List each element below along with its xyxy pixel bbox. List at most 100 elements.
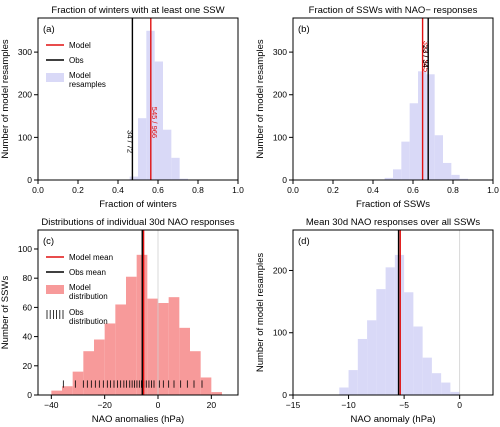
hist-bar (441, 382, 451, 395)
y-axis-label: Number of model resamples (255, 253, 266, 373)
axes-frame (37, 229, 239, 396)
x-tick-label: 1.0 (487, 185, 499, 195)
x-tick-label: 0.4 (367, 185, 379, 195)
x-tick-label: 0 (156, 400, 161, 410)
marker-value-label: 545 / 966 (150, 107, 159, 138)
y-tick-label: 0 (282, 390, 287, 400)
x-tick-label: 0.4 (112, 185, 124, 195)
axes-frame (292, 17, 494, 181)
y-tick-label: 100 (273, 328, 287, 338)
hist-bar (384, 177, 393, 180)
hist-bar (200, 377, 212, 395)
x-tick-label: 0.2 (327, 185, 339, 195)
panel-letter: (a) (43, 24, 55, 35)
x-tick-label: 0 (457, 400, 462, 410)
x-tick-label: 1.0 (232, 185, 244, 195)
hist-bar (348, 370, 358, 395)
panel-title: Fraction of SSWs with NAO− responses (309, 5, 478, 16)
hist-bar (72, 371, 84, 395)
x-axis-label: Fraction of winters (99, 199, 177, 210)
hist-bar (129, 176, 138, 180)
axes-frame (292, 229, 494, 396)
x-axis-label: Fraction of SSWs (356, 199, 430, 210)
hist-bar (450, 391, 460, 395)
x-tick-label: −40 (44, 400, 59, 410)
hist-bar (357, 338, 368, 395)
hist-bar (83, 351, 94, 395)
y-tick-label: 40 (23, 332, 33, 342)
legend-patch-swatch (46, 73, 64, 82)
hist-bar (422, 357, 432, 395)
legend-label: Model distribution (69, 283, 108, 301)
x-tick-label: −10 (341, 400, 356, 410)
hist-bar (404, 292, 414, 395)
legend-label: Model (69, 41, 91, 50)
y-tick-label: 100 (18, 132, 32, 142)
x-tick-label: 0.8 (192, 185, 204, 195)
hist-bar (171, 157, 180, 180)
hist-bar (168, 297, 180, 395)
hist-bar (94, 339, 105, 395)
hist-bar (401, 141, 410, 180)
marker-value-label: 23 / 34 (421, 45, 430, 68)
hist-bar (426, 74, 435, 180)
hist-bar (179, 178, 188, 180)
y-tick-label: 200 (18, 90, 32, 100)
hist-bar (211, 392, 222, 395)
hist-bar (147, 298, 158, 395)
hist-bar (394, 254, 405, 395)
axes-frame (37, 17, 239, 181)
legend-label: Model resamples (69, 71, 106, 89)
legend-patch-swatch (46, 285, 64, 294)
x-tick-label: 0.8 (447, 185, 459, 195)
y-tick-label: 0 (282, 175, 287, 185)
hist-bar (451, 174, 460, 180)
x-tick-label: −5 (399, 400, 409, 410)
legend-label: Model mean (69, 253, 113, 262)
hist-bar (339, 387, 349, 395)
y-axis-label: Number of SSWs (0, 276, 11, 350)
marker-value-label: 353 / 545 (422, 41, 431, 72)
y-tick-label: 100 (273, 132, 287, 142)
hist-bar (51, 390, 62, 395)
hist-bar (158, 303, 169, 395)
y-tick-label: 300 (273, 47, 287, 57)
hist-bar (413, 326, 423, 395)
hist-bar (104, 323, 116, 395)
hist-bar (163, 129, 172, 180)
x-tick-label: 20 (207, 400, 217, 410)
y-tick-label: 300 (18, 47, 32, 57)
hist-bar (434, 135, 443, 180)
hist-bar (367, 320, 377, 395)
y-tick-label: 80 (23, 273, 33, 283)
y-tick-label: 20 (23, 361, 33, 371)
x-tick-label: 0.6 (407, 185, 419, 195)
panel-title: Mean 30d NAO responses over all SSWs (306, 217, 480, 228)
panel-letter: (d) (298, 236, 310, 247)
panel-letter: (c) (43, 236, 54, 247)
x-tick-label: −20 (97, 400, 112, 410)
hist-bar (443, 162, 452, 180)
hist-bar (62, 386, 73, 395)
hist-bar (385, 267, 395, 395)
panel-title: Fraction of winters with at least one SS… (51, 5, 224, 16)
hist-bar (154, 61, 163, 181)
panel-title: Distributions of individual 30d NAO resp… (41, 217, 235, 228)
hist-bar (190, 351, 201, 395)
x-tick-label: 0.2 (72, 185, 84, 195)
y-tick-label: 200 (273, 265, 287, 275)
panel-a: 545 / 966 34 / 72 0.0 0.2 0.4 0.6 0.8 1.0 0 100 20… (0, 5, 244, 210)
panel-letter: (b) (298, 24, 310, 35)
hist-bar (126, 276, 137, 395)
y-axis-label: Number of model resamples (255, 39, 266, 159)
y-tick-label: 200 (273, 90, 287, 100)
y-axis-label: Number of model resamples (0, 39, 11, 159)
y-tick-label: 100 (18, 244, 32, 254)
y-tick-label: 0 (27, 390, 32, 400)
legend-label: Obs distribution (69, 308, 108, 326)
legend-label: Obs mean (69, 268, 106, 277)
hist-bar (376, 289, 386, 395)
legend-label: Obs (69, 56, 84, 65)
y-tick-label: 60 (23, 302, 33, 312)
